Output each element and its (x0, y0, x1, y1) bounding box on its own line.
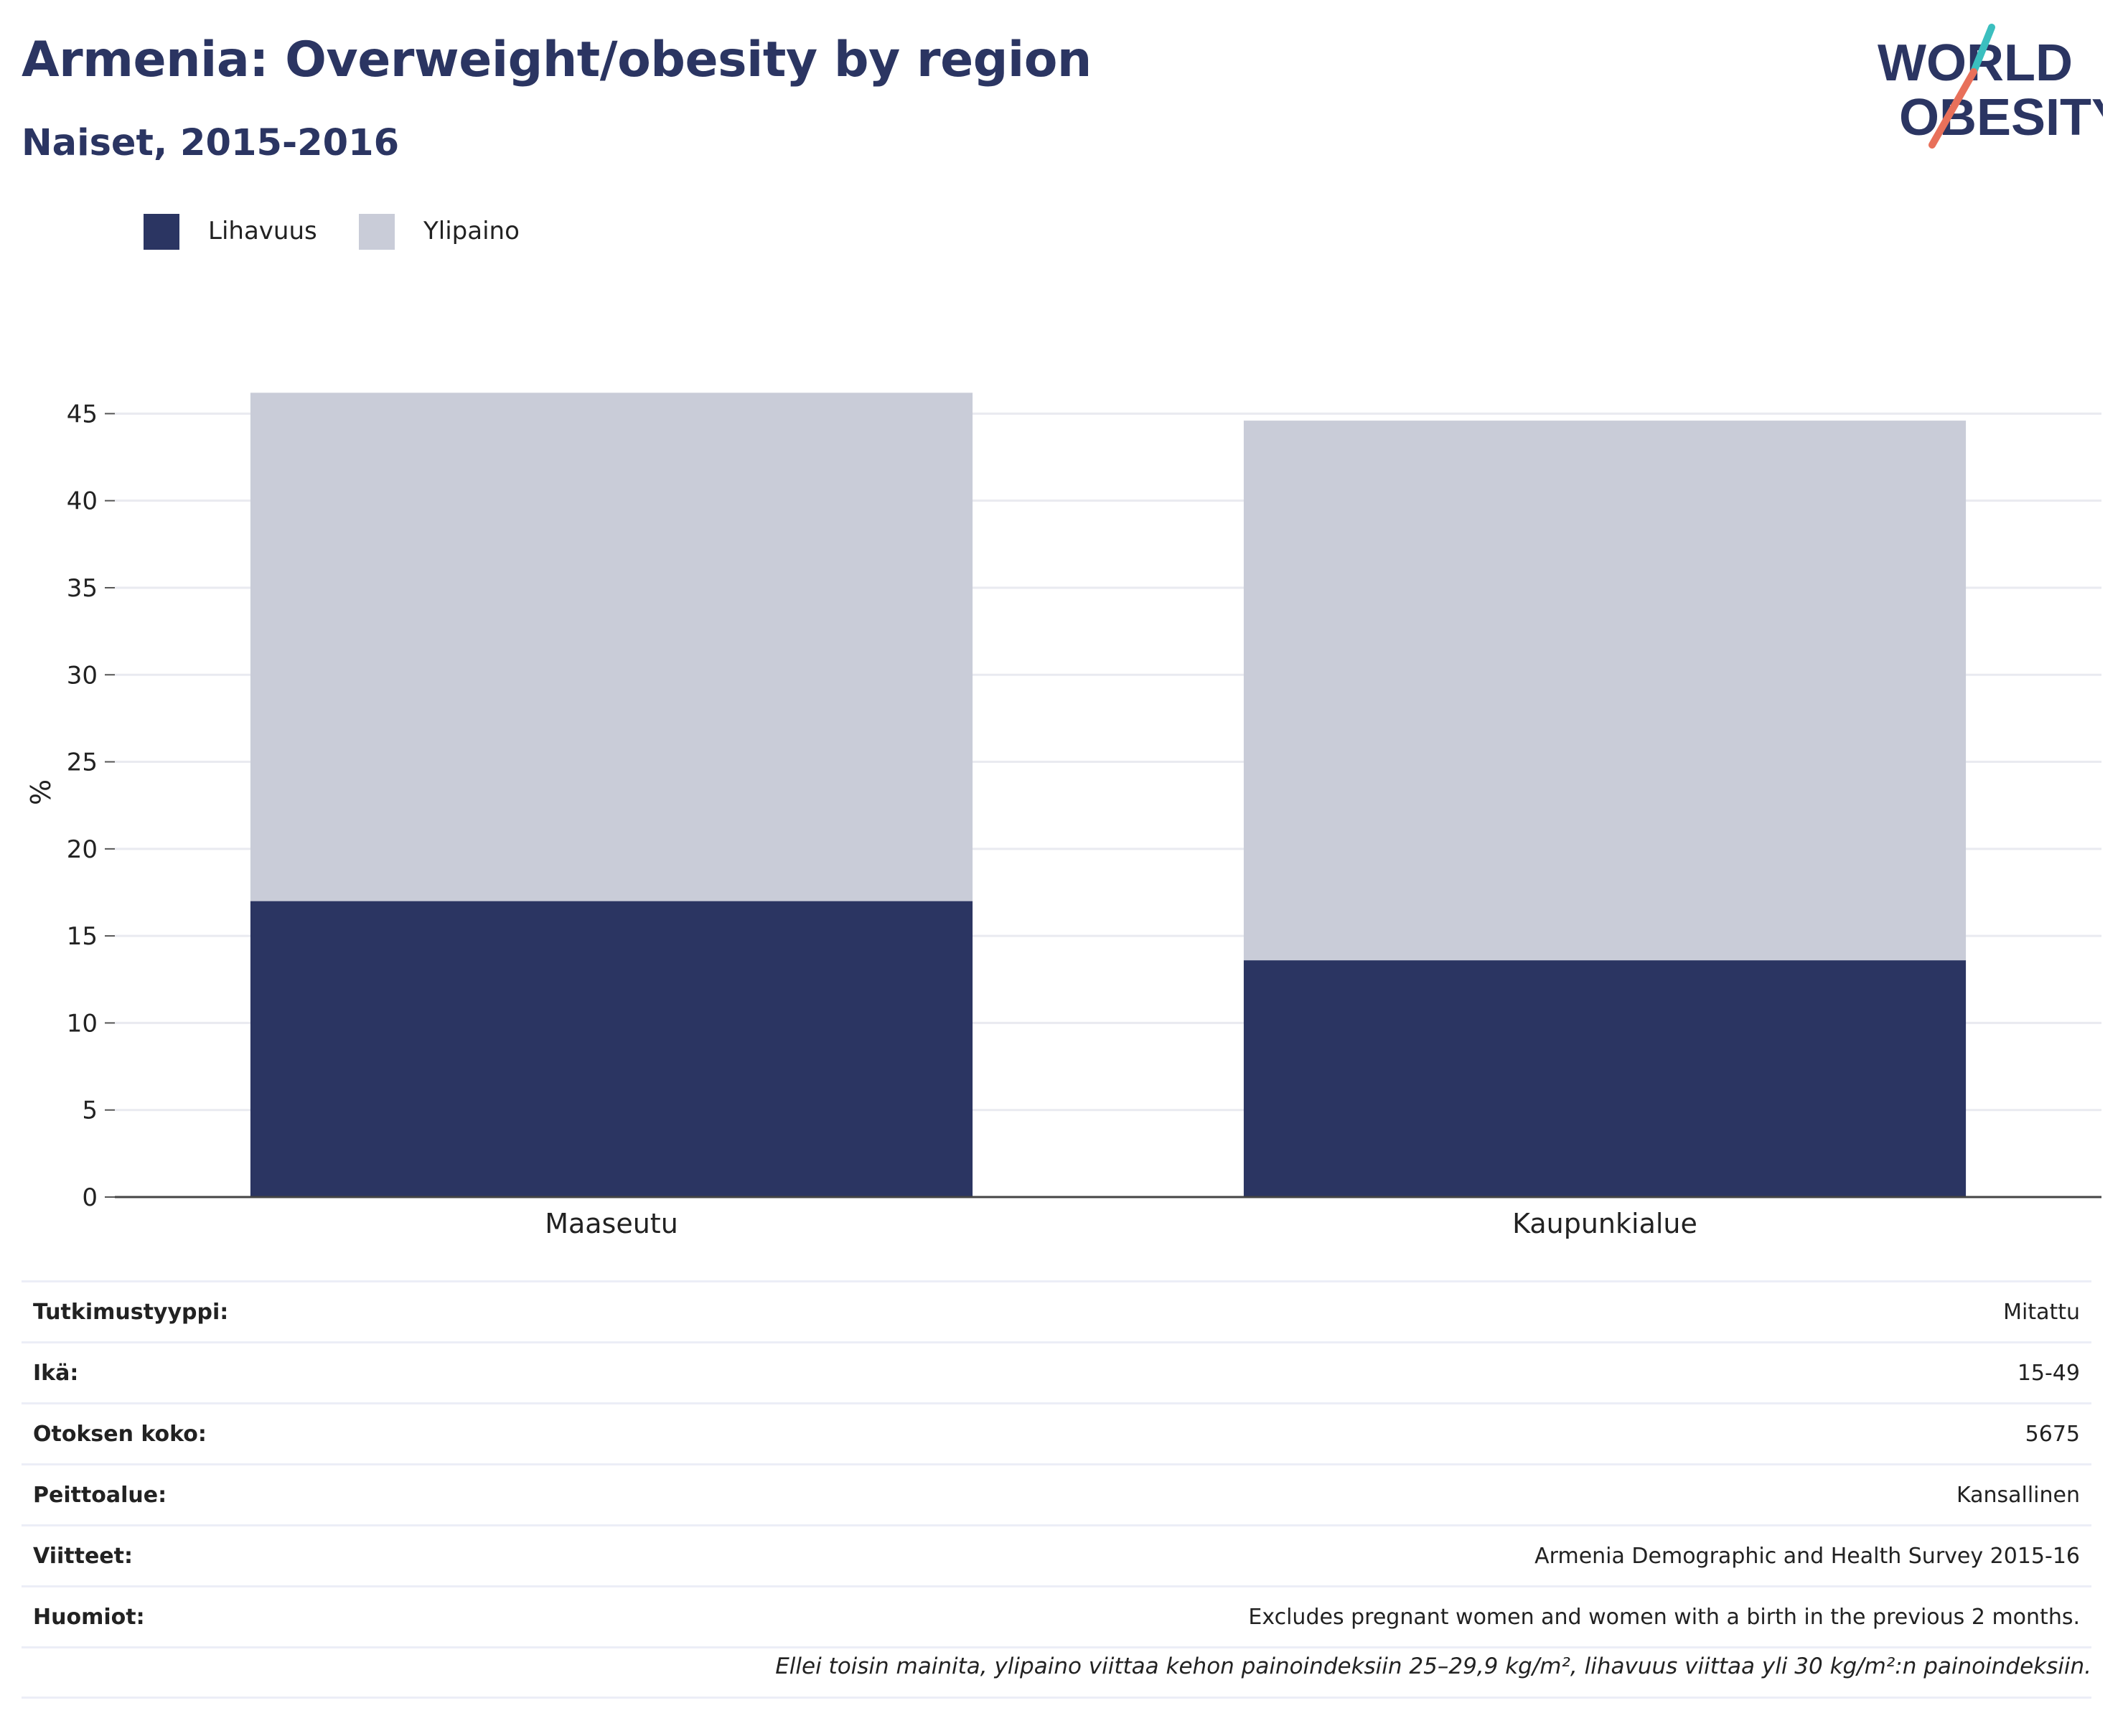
y-tick-label: 30 (67, 661, 98, 690)
chart-title: Armenia: Overweight/obesity by region (22, 32, 1092, 88)
info-row: Otoksen koko: 5675 (22, 1403, 2091, 1465)
info-key: Viitteet: (22, 1525, 850, 1587)
x-tick-label: Kaupunkialue (1512, 1208, 1697, 1239)
y-tick-label: 25 (67, 749, 98, 777)
info-key: Peittoalue: (22, 1464, 850, 1526)
info-row: Ikä: 15-49 (22, 1342, 2091, 1404)
y-tick-label: 35 (67, 574, 98, 603)
survey-info-table: Tutkimustyyppi: Mitattu Ikä: 15-49 Otoksen k… (22, 1280, 2091, 1648)
info-value: Excludes pregnant women and women with a… (849, 1586, 2091, 1648)
logo-slash-top (1970, 24, 1995, 75)
info-key: Ikä: (22, 1342, 850, 1404)
footnote-divider (22, 1697, 2091, 1699)
info-row: Tutkimustyyppi: Mitattu (22, 1280, 2091, 1343)
y-axis-label: % (25, 779, 57, 805)
bar-lihavuus-maaseutu[interactable] (250, 901, 973, 1197)
legend-label-ylipaino: Ylipaino (423, 217, 520, 245)
info-value: Mitattu (849, 1280, 2091, 1343)
info-key: Huomiot: (22, 1586, 850, 1648)
y-tick-label: 40 (67, 487, 98, 516)
definition-footnote: Ellei toisin mainita, ylipaino viittaa k… (775, 1653, 2091, 1679)
info-key: Tutkimustyyppi: (22, 1280, 850, 1343)
logo-text-obesity: OBESITY (1899, 89, 2103, 146)
legend-swatch-lihavuus (144, 214, 179, 250)
world-obesity-logo: WORLD OBESITY (1878, 24, 2103, 149)
y-tick-label: 20 (67, 835, 98, 864)
info-row: Peittoalue: Kansallinen (22, 1464, 2091, 1526)
chart-subtitle: Naiset, 2015-2016 (22, 122, 400, 164)
info-value: Armenia Demographic and Health Survey 20… (849, 1525, 2091, 1587)
legend-label-lihavuus: Lihavuus (208, 217, 317, 245)
legend-swatch-ylipaino (359, 214, 395, 250)
info-key: Otoksen koko: (22, 1403, 850, 1465)
bar-ylipaino-maaseutu[interactable] (250, 393, 973, 901)
y-tick-label: 5 (82, 1097, 98, 1125)
info-value: Kansallinen (849, 1464, 2091, 1526)
y-tick-label: 10 (67, 1009, 98, 1038)
info-row: Huomiot: Excludes pregnant women and wome… (22, 1586, 2091, 1648)
bar-lihavuus-kaupunkialue[interactable] (1243, 960, 1967, 1197)
logo-slash-bottom (1928, 68, 1977, 149)
y-tick-label: 0 (82, 1183, 98, 1212)
bar-ylipaino-kaupunkialue[interactable] (1243, 421, 1967, 961)
info-row: Viitteet: Armenia Demographic and Health … (22, 1525, 2091, 1587)
y-tick-label: 45 (67, 400, 98, 428)
info-value: 5675 (849, 1403, 2091, 1465)
info-value: 15-49 (849, 1342, 2091, 1404)
stacked-bar-chart: 0 5 10 15 20 25 30 35 40 45% Maaseutu Kaupunkialue (25, 393, 2101, 1239)
x-tick-label: Maaseutu (545, 1208, 678, 1239)
y-tick-label: 15 (67, 922, 98, 951)
